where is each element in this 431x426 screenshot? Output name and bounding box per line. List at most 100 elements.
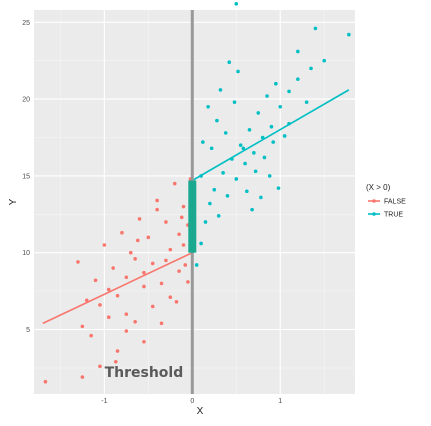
data-point-false: [168, 295, 173, 300]
data-point-false: [142, 270, 146, 275]
threshold-annotation: Threshold: [105, 365, 184, 381]
data-point-false: [124, 312, 129, 316]
data-point-true: [223, 131, 228, 135]
data-point-false: [80, 375, 85, 379]
legend-key-dot: [372, 199, 376, 203]
threshold-gap-bar: [188, 180, 197, 253]
data-point-false: [155, 198, 159, 203]
data-point-true: [232, 100, 237, 104]
y-axis-title: Y: [8, 198, 19, 205]
data-point-false: [84, 298, 89, 303]
x-tick-label: 0: [190, 398, 194, 405]
data-point-false: [181, 204, 186, 209]
data-point-false: [111, 266, 115, 270]
data-point-true: [304, 100, 309, 104]
data-point-false: [115, 349, 120, 353]
data-point-true: [227, 60, 232, 65]
x-tick-labels: -1 0 1: [101, 398, 282, 405]
data-point-false: [155, 207, 159, 212]
data-point-true: [269, 124, 274, 129]
data-point-true: [234, 177, 239, 181]
data-point-true: [238, 143, 243, 147]
data-point-false: [179, 215, 184, 220]
data-point-false: [168, 247, 173, 252]
data-point-false: [133, 257, 137, 261]
data-point-true: [267, 174, 272, 178]
data-point-true: [252, 151, 256, 155]
data-point-false: [159, 281, 164, 286]
data-point-true: [243, 161, 247, 166]
y-tick-label: 10: [22, 250, 30, 257]
data-point-false: [183, 263, 188, 267]
data-point-false: [181, 243, 186, 247]
x-tick-label: 1: [278, 398, 282, 405]
data-point-true: [218, 88, 223, 92]
data-point-false: [113, 359, 118, 364]
grid-minor: [34, 10, 355, 394]
data-point-true: [215, 118, 219, 123]
fit-line-false: [42, 251, 193, 325]
x-axis-title: X: [197, 406, 204, 417]
data-point-true: [212, 187, 217, 192]
data-point-false: [102, 243, 107, 247]
data-point-false: [89, 333, 93, 338]
data-point-false: [135, 238, 140, 243]
data-point-false: [177, 269, 181, 273]
data-point-false: [159, 321, 164, 326]
data-point-true: [296, 49, 300, 54]
y-tick-label: 5: [26, 327, 30, 334]
y-tick-label: 25: [22, 20, 30, 27]
data-point-false: [115, 293, 120, 298]
data-point-false: [98, 364, 102, 369]
data-point-true: [208, 201, 212, 206]
data-point-false: [142, 284, 146, 289]
data-point-true: [282, 134, 287, 138]
legend-key-dot: [372, 212, 376, 216]
data-point-false: [172, 181, 177, 186]
data-point-true: [250, 207, 254, 212]
data-point-true: [322, 58, 327, 63]
data-point-true: [256, 111, 261, 115]
data-point-true: [309, 66, 313, 71]
data-point-true: [253, 169, 258, 174]
legend: (X > 0) FALSE TRUE: [366, 183, 406, 219]
data-point-true: [194, 263, 199, 267]
fit-lines: [42, 89, 350, 325]
y-tick-label: 15: [22, 173, 30, 180]
data-point-true: [206, 104, 210, 109]
y-tick-labels: 5 10 15 20 25: [22, 20, 30, 334]
x-tick-label: -1: [101, 398, 107, 405]
data-point-true: [278, 104, 283, 109]
data-point-true: [271, 140, 276, 144]
data-point-true: [209, 146, 214, 151]
data-point-true: [347, 32, 351, 37]
legend-items: FALSE TRUE: [368, 199, 406, 219]
data-point-false: [98, 303, 102, 307]
data-point-true: [276, 186, 281, 190]
data-point-true: [234, 2, 239, 6]
data-point-false: [150, 261, 155, 266]
legend-label: TRUE: [384, 212, 403, 219]
data-point-true: [296, 77, 300, 81]
data-point-false: [76, 260, 80, 264]
data-point-false: [150, 304, 155, 309]
data-point-false: [174, 300, 179, 304]
data-point-false: [177, 232, 181, 237]
data-point-true: [203, 220, 208, 224]
data-point-false: [124, 329, 129, 333]
data-point-false: [133, 320, 137, 324]
data-point-true: [225, 194, 230, 198]
data-point-true: [274, 81, 278, 86]
data-point-false: [80, 324, 85, 329]
data-point-true: [247, 128, 252, 132]
data-points: [43, 2, 351, 384]
data-point-true: [262, 155, 267, 160]
data-point-true: [216, 214, 221, 218]
data-point-true: [221, 171, 225, 175]
data-point-false: [93, 278, 98, 283]
legend-label: FALSE: [384, 199, 406, 206]
data-point-false: [186, 280, 190, 284]
data-point-true: [259, 195, 263, 200]
data-point-false: [128, 250, 133, 255]
data-point-true: [241, 146, 246, 151]
